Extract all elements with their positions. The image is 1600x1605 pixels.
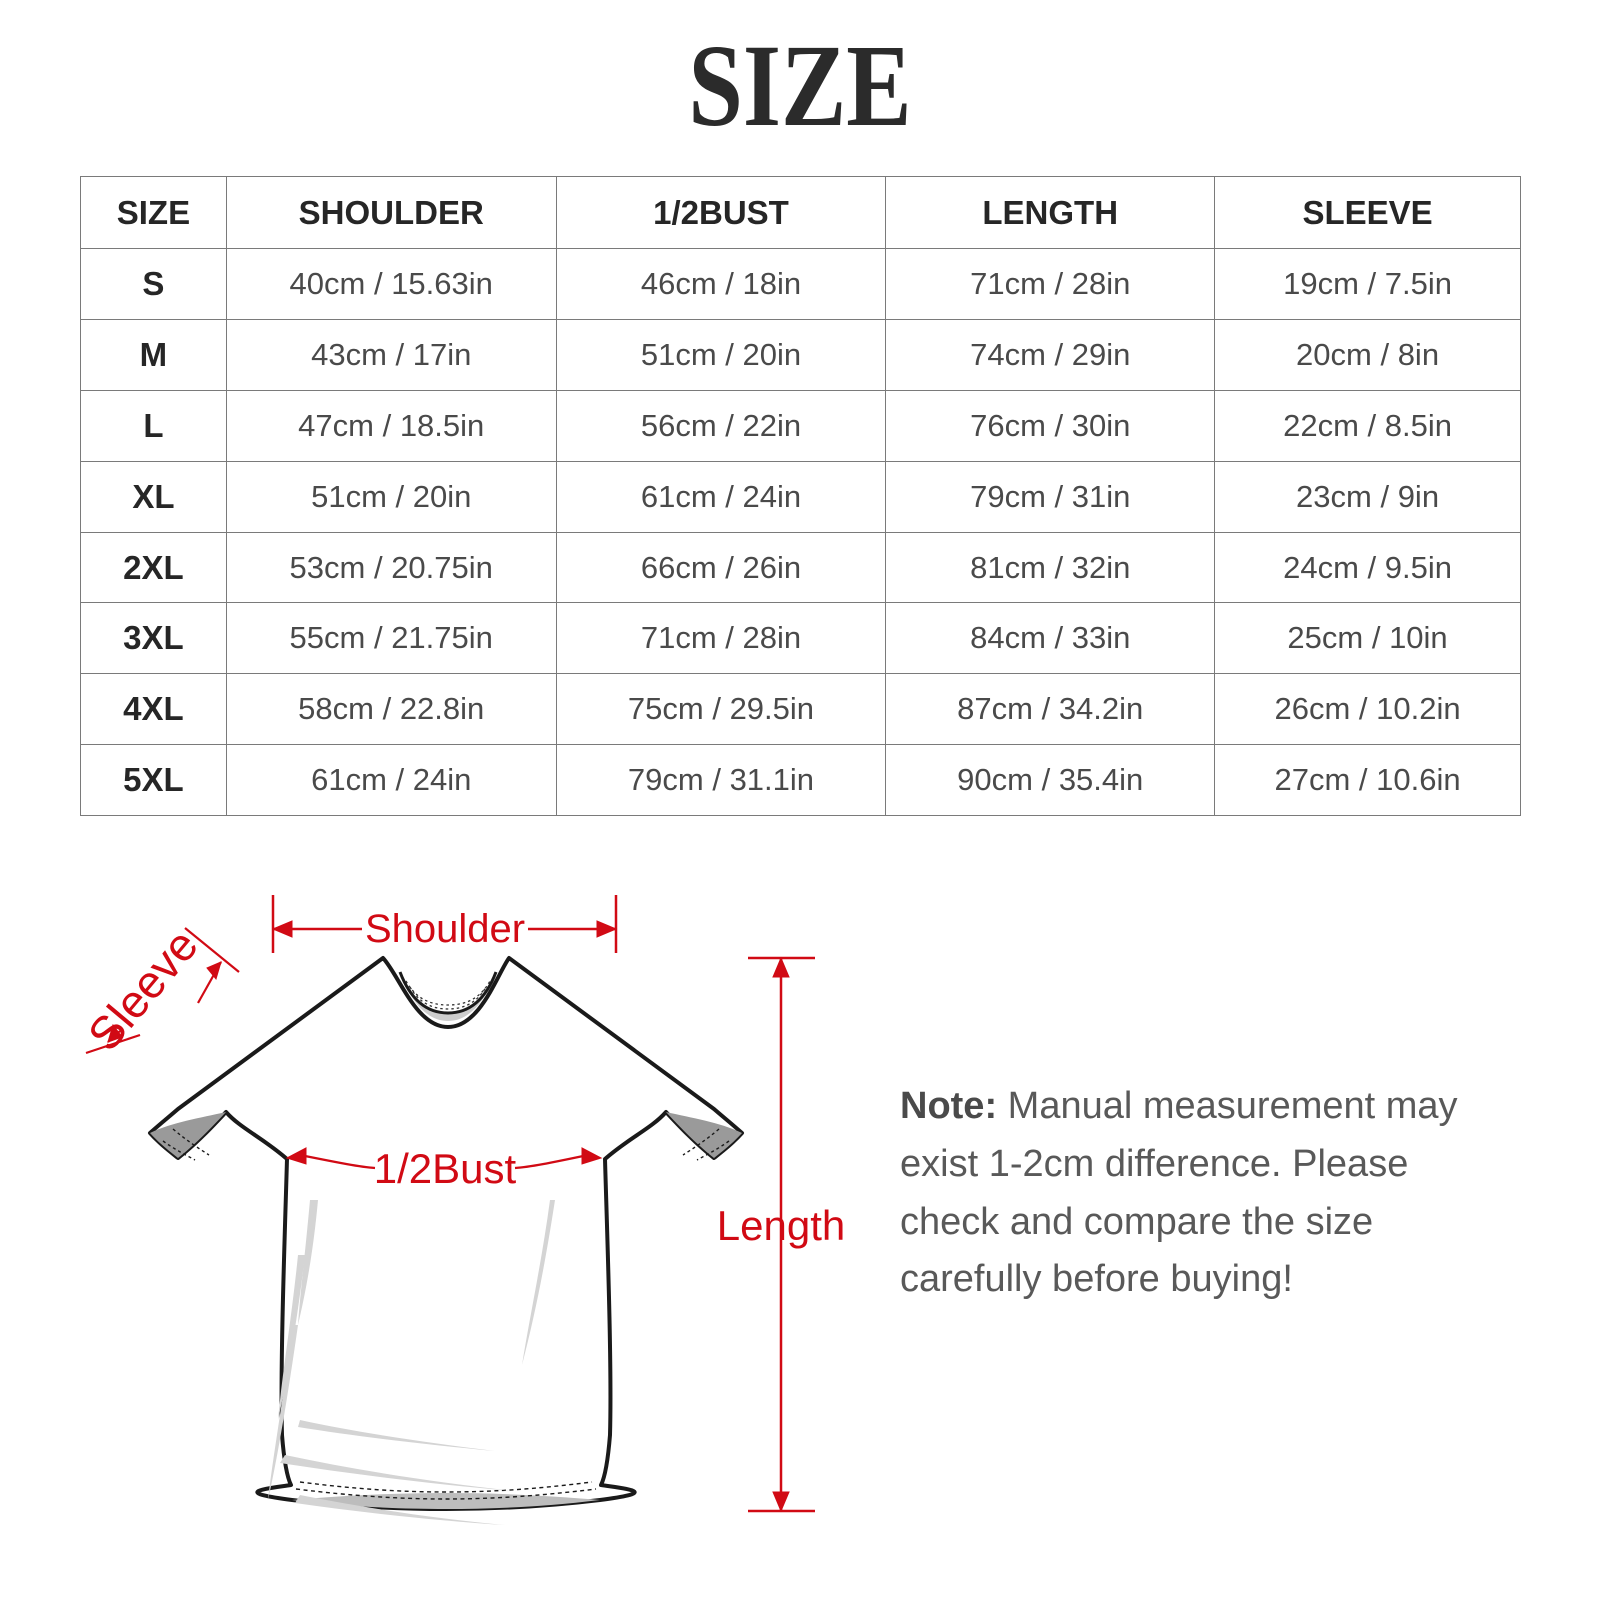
svg-text:Shoulder: Shoulder	[365, 907, 525, 951]
svg-text:Length: Length	[717, 1202, 845, 1249]
svg-text:1/2Bust: 1/2Bust	[374, 1145, 517, 1192]
svg-text:Sleeve: Sleeve	[78, 919, 208, 1060]
